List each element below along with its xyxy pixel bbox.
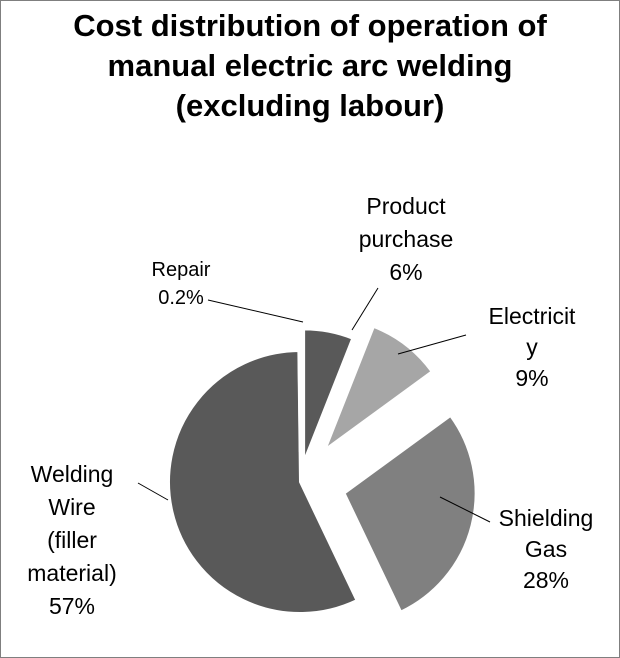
- chart-title: Cost distribution of operation of manual…: [0, 6, 620, 126]
- data-label-line: 6%: [389, 259, 422, 285]
- leader-line-welding-wire-filler-material: [137, 482, 169, 501]
- pie-slice-shielding-gas: [343, 414, 477, 613]
- leader-line-electricity: [397, 334, 467, 355]
- data-label-welding-wire-filler-material: Welding Wire (filler material) 57%: [27, 461, 116, 619]
- data-label-repair: Repair 0.2%: [152, 259, 211, 309]
- data-label-line: Product: [366, 193, 446, 219]
- data-label-line: y: [526, 334, 538, 360]
- data-label-electricity: Electricit y 9%: [489, 303, 577, 391]
- chart-title-line-2: manual electric arc welding: [107, 48, 513, 83]
- data-label-line: 57%: [49, 593, 95, 619]
- data-label-line: Shielding: [499, 505, 594, 531]
- data-label-line: purchase: [359, 226, 454, 252]
- chart-title-line-1: Cost distribution of operation of: [73, 8, 547, 43]
- data-label-line: Gas: [525, 536, 567, 562]
- data-label-line: Wire: [48, 494, 95, 520]
- data-label-line: 0.2%: [158, 287, 204, 309]
- data-label-line: 28%: [523, 567, 569, 593]
- data-label-line: 9%: [515, 365, 548, 391]
- chart-title-line-3: (excluding labour): [175, 88, 445, 123]
- pie-slice-product-purchase: [303, 328, 354, 461]
- data-label-line: Repair: [152, 259, 211, 281]
- pie-slice-welding-wire-filler-material: [168, 349, 358, 614]
- data-label-line: material): [27, 560, 116, 586]
- data-label-product-purchase: Product purchase 6%: [359, 193, 454, 285]
- data-label-line: Welding: [31, 461, 114, 487]
- data-label-line: (filler: [47, 527, 97, 553]
- leader-line-repair: [207, 299, 304, 323]
- data-label-shielding-gas: Shielding Gas 28%: [499, 505, 594, 593]
- pie-slice-electricity: [323, 325, 433, 452]
- data-label-line: Electricit: [489, 303, 577, 329]
- leader-line-product-purchase: [351, 287, 379, 331]
- leader-line-shielding-gas: [439, 496, 491, 523]
